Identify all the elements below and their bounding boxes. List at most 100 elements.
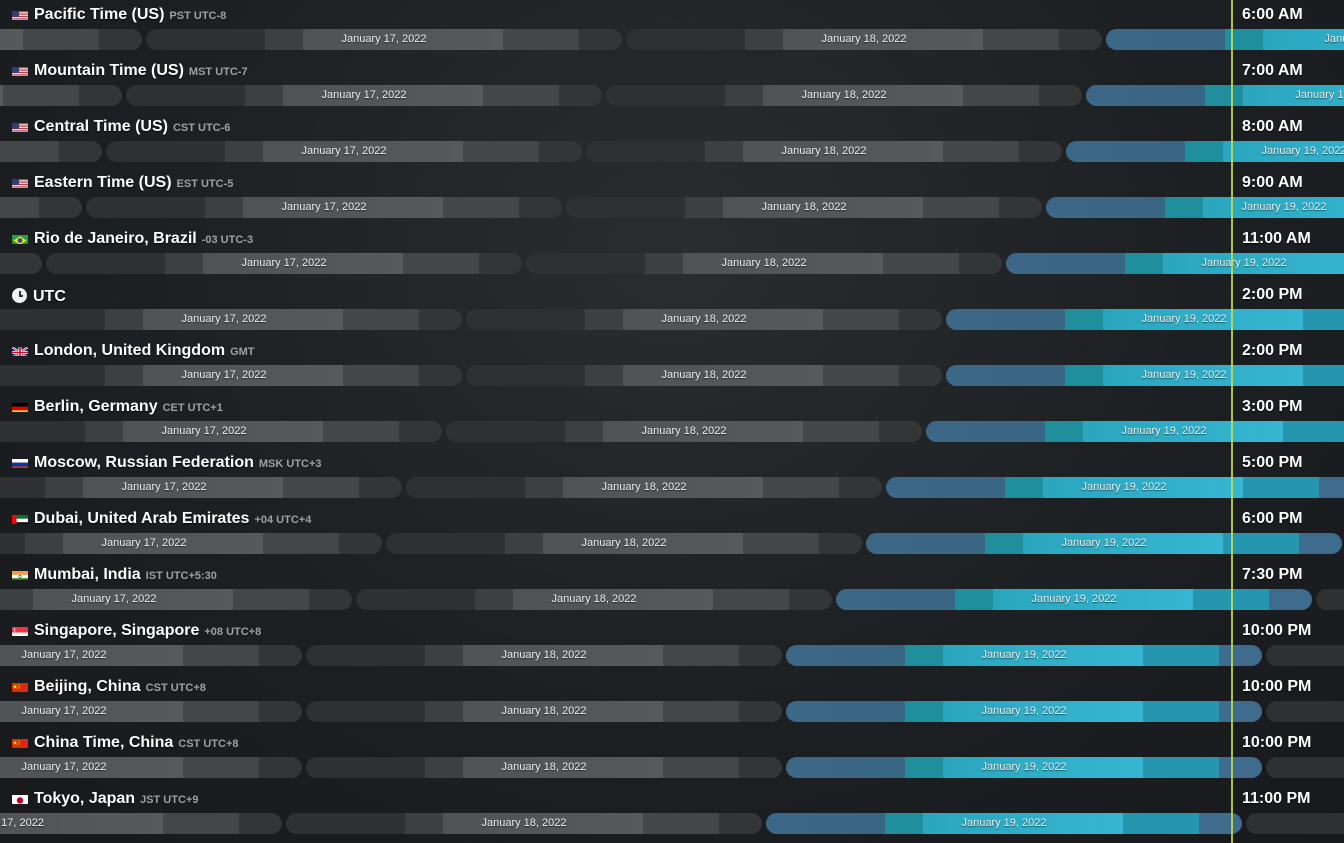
- day-bar[interactable]: January 17, 2022: [0, 589, 352, 610]
- day-bar[interactable]: [1246, 813, 1344, 834]
- day-bar[interactable]: January 18, 2022: [386, 533, 862, 554]
- day-bar[interactable]: January 18, 2022: [356, 589, 832, 610]
- day-bar[interactable]: January 17, 2022: [106, 141, 582, 162]
- zone-row[interactable]: Berlin, Germany CET UTC+1 3:00 PM January 1…: [0, 392, 1344, 448]
- zone-row[interactable]: Singapore, Singapore +08 UTC+8 10:00 PM Jan…: [0, 616, 1344, 672]
- zone-header: Pacific Time (US) PST UTC-8: [12, 6, 226, 26]
- current-day-bar[interactable]: January 19, 2022: [886, 477, 1344, 498]
- zone-row[interactable]: China Time, China CST UTC+8 10:00 PM Januar…: [0, 728, 1344, 784]
- zone-row[interactable]: Moscow, Russian Federation MSK UTC+3 5:00 …: [0, 448, 1344, 504]
- day-label: January 17, 2022: [281, 201, 367, 213]
- zone-header: China Time, China CST UTC+8: [12, 734, 239, 754]
- zone-row[interactable]: Dubai, United Arab Emirates +04 UTC+4 6:00…: [0, 504, 1344, 560]
- day-label: January 17, 2022: [121, 481, 207, 493]
- day-label: January 19,: [1295, 89, 1344, 101]
- zone-header: Rio de Janeiro, Brazil -03 UTC-3: [12, 230, 253, 250]
- zone-name: Central Time (US): [34, 118, 168, 135]
- day-bar[interactable]: January 17, 2022: [0, 757, 302, 778]
- day-bar[interactable]: [1266, 757, 1344, 778]
- current-day-bar[interactable]: January 19, 2022: [946, 365, 1344, 386]
- day-bar[interactable]: January 17, 2022: [46, 253, 522, 274]
- us-flag-icon: [12, 65, 28, 76]
- day-bar[interactable]: [1316, 589, 1344, 610]
- day-label: January 18, 2022: [781, 145, 867, 157]
- day-bar[interactable]: January 18, 2022: [406, 477, 882, 498]
- day-bar[interactable]: January 17, 2022: [126, 85, 602, 106]
- day-label: January 18, 2022: [501, 649, 587, 661]
- current-day-bar[interactable]: January 19, 2022: [946, 309, 1344, 330]
- day-bar[interactable]: January 18, 2022: [446, 421, 922, 442]
- day-bar[interactable]: January 18, 2022: [606, 85, 1082, 106]
- china-flag-icon: [12, 737, 28, 748]
- zone-row[interactable]: Beijing, China CST UTC+8 10:00 PM January 1…: [0, 672, 1344, 728]
- day-bar[interactable]: January 17, 2022: [86, 197, 562, 218]
- day-label: January 17, 2022: [21, 761, 107, 773]
- day-bar[interactable]: [0, 141, 102, 162]
- current-day-bar[interactable]: January 19, 2022: [836, 589, 1312, 610]
- day-bar[interactable]: January 17, 2022: [146, 29, 622, 50]
- day-bar[interactable]: January 17, 2022: [0, 813, 282, 834]
- singapore-flag-icon: [12, 625, 28, 636]
- day-bar[interactable]: January 18, 2022: [466, 309, 942, 330]
- day-bar[interactable]: [0, 85, 122, 106]
- current-day-bar[interactable]: January 19, 2022: [1066, 141, 1344, 162]
- zone-row[interactable]: London, United Kingdom GMT 2:00 PM January …: [0, 336, 1344, 392]
- day-bar[interactable]: January 17, 2022: [0, 701, 302, 722]
- current-day-bar[interactable]: January 19, 2022: [1006, 253, 1344, 274]
- day-bar[interactable]: January 18, 2022: [626, 29, 1102, 50]
- day-bar[interactable]: January 17, 2022: [0, 365, 462, 386]
- day-bar[interactable]: January 18, 2022: [526, 253, 1002, 274]
- zone-row[interactable]: Central Time (US) CST UTC-6 8:00 AM January…: [0, 112, 1344, 168]
- zone-abbreviation: -03 UTC-3: [201, 234, 254, 246]
- day-bar[interactable]: January 17, 2022: [0, 309, 462, 330]
- zone-row[interactable]: Mumbai, India IST UTC+5:30 7:30 PM January …: [0, 560, 1344, 616]
- zone-row[interactable]: Mountain Time (US) MST UTC-7 7:00 AM Januar…: [0, 56, 1344, 112]
- day-label: January: [1324, 33, 1344, 45]
- current-day-bar[interactable]: January 19, 2022: [766, 813, 1242, 834]
- zone-name: Mumbai, India: [34, 566, 141, 583]
- day-bar[interactable]: January 18, 2022: [306, 701, 782, 722]
- day-bar[interactable]: January 17, 2022: [0, 533, 382, 554]
- day-label: January 19, 2022: [1121, 425, 1207, 437]
- zone-current-time: 11:00 AM: [1242, 230, 1311, 247]
- zone-abbreviation: +08 UTC+8: [204, 626, 262, 638]
- current-day-bar[interactable]: January: [1106, 29, 1344, 50]
- day-bar[interactable]: January 18, 2022: [566, 197, 1042, 218]
- current-day-bar[interactable]: January 19, 2022: [926, 421, 1344, 442]
- current-day-bar[interactable]: January 19, 2022: [1046, 197, 1344, 218]
- zone-current-time: 10:00 PM: [1242, 734, 1312, 751]
- current-day-bar[interactable]: January 19, 2022: [786, 701, 1262, 722]
- day-bar[interactable]: [1266, 701, 1344, 722]
- day-bar[interactable]: January 18, 2022: [586, 141, 1062, 162]
- current-day-bar[interactable]: January 19, 2022: [866, 533, 1342, 554]
- day-label: January 18, 2022: [641, 425, 727, 437]
- day-bar[interactable]: [0, 29, 142, 50]
- day-label: January 19, 2022: [1141, 369, 1227, 381]
- current-time-indicator[interactable]: [1231, 0, 1233, 843]
- zone-row[interactable]: UTC 2:00 PM January 17, 2022 January 18, 20…: [0, 280, 1344, 336]
- zone-name: Tokyo, Japan: [34, 790, 136, 807]
- current-day-bar[interactable]: January 19,: [1086, 85, 1344, 106]
- day-bar[interactable]: January 18, 2022: [306, 645, 782, 666]
- zone-row[interactable]: Tokyo, Japan JST UTC+9 11:00 PM January 17,…: [0, 784, 1344, 840]
- day-bar[interactable]: January 18, 2022: [286, 813, 762, 834]
- day-bar[interactable]: [0, 253, 42, 274]
- day-label: January 19, 2022: [1061, 537, 1147, 549]
- zone-current-time: 7:30 PM: [1242, 566, 1303, 583]
- zone-row[interactable]: Rio de Janeiro, Brazil -03 UTC-3 11:00 AM J…: [0, 224, 1344, 280]
- day-bar[interactable]: January 17, 2022: [0, 645, 302, 666]
- day-bar[interactable]: [0, 197, 82, 218]
- day-bar[interactable]: January 17, 2022: [0, 477, 402, 498]
- zone-row[interactable]: Eastern Time (US) EST UTC-5 9:00 AM January…: [0, 168, 1344, 224]
- day-bar[interactable]: January 18, 2022: [466, 365, 942, 386]
- day-bar[interactable]: January 18, 2022: [306, 757, 782, 778]
- day-bar[interactable]: January 17, 2022: [0, 421, 442, 442]
- china-flag-icon: [12, 681, 28, 692]
- zone-row[interactable]: Pacific Time (US) PST UTC-8 6:00 AM January…: [0, 0, 1344, 56]
- day-bar[interactable]: [1266, 645, 1344, 666]
- zone-abbreviation: CST UTC+8: [145, 682, 206, 694]
- current-day-bar[interactable]: January 19, 2022: [786, 645, 1262, 666]
- brazil-flag-icon: [12, 233, 28, 244]
- current-day-bar[interactable]: January 19, 2022: [786, 757, 1262, 778]
